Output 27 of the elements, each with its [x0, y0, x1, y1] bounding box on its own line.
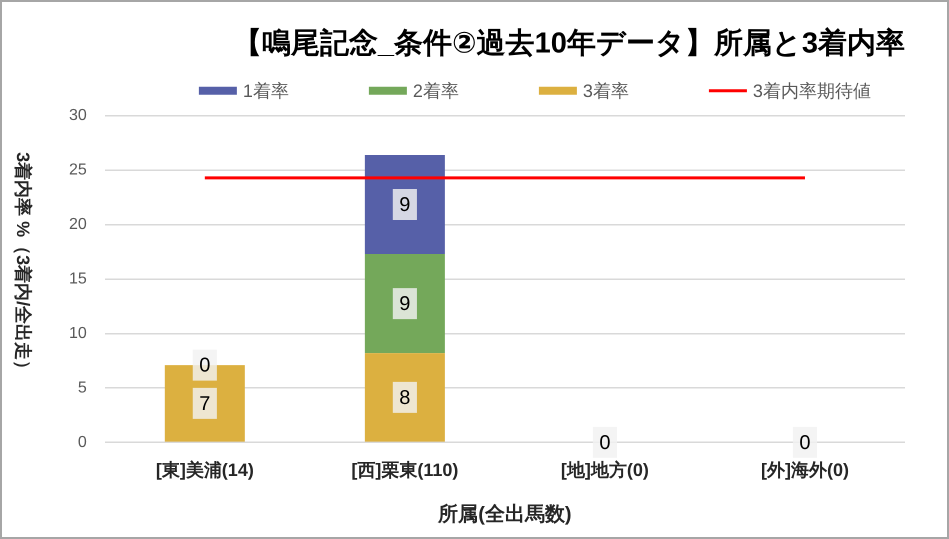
data-label: 0 — [599, 432, 610, 454]
x-tick-label: [西]栗東(110) — [351, 460, 458, 480]
y-tick-label: 25 — [69, 162, 87, 179]
legend-label: 2着率 — [412, 80, 459, 101]
x-tick-label: [外]海外(0) — [760, 460, 849, 480]
chart-title: 【鳴尾記念_条件②過去10年データ】所属と3着内率 — [232, 26, 905, 60]
y-tick-label: 5 — [78, 379, 87, 396]
legend-label: 3着率 — [582, 80, 629, 101]
legend-label: 1着率 — [242, 80, 289, 101]
data-label: 0 — [199, 354, 210, 377]
data-label: 9 — [399, 194, 410, 216]
data-label: 0 — [799, 432, 811, 454]
x-tick-label: [東]美浦(14) — [156, 460, 254, 480]
data-label: 7 — [199, 392, 210, 415]
y-tick-label: 15 — [69, 270, 87, 288]
legend-label: 3着内率期待値 — [752, 80, 871, 101]
y-tick-label: 0 — [78, 434, 87, 451]
data-label: 9 — [399, 293, 410, 316]
x-axis-title: 所属(全出馬数) — [437, 504, 572, 526]
y-tick-label: 10 — [69, 324, 87, 342]
data-label: 8 — [399, 386, 410, 409]
y-tick-label: 30 — [69, 107, 87, 124]
x-tick-label: [地]地方(0) — [560, 460, 649, 480]
bar — [364, 353, 445, 442]
y-axis-title: 3着内率 %（3着内/全出走） — [13, 152, 34, 378]
y-tick-label: 20 — [69, 216, 87, 234]
bar — [364, 254, 445, 354]
